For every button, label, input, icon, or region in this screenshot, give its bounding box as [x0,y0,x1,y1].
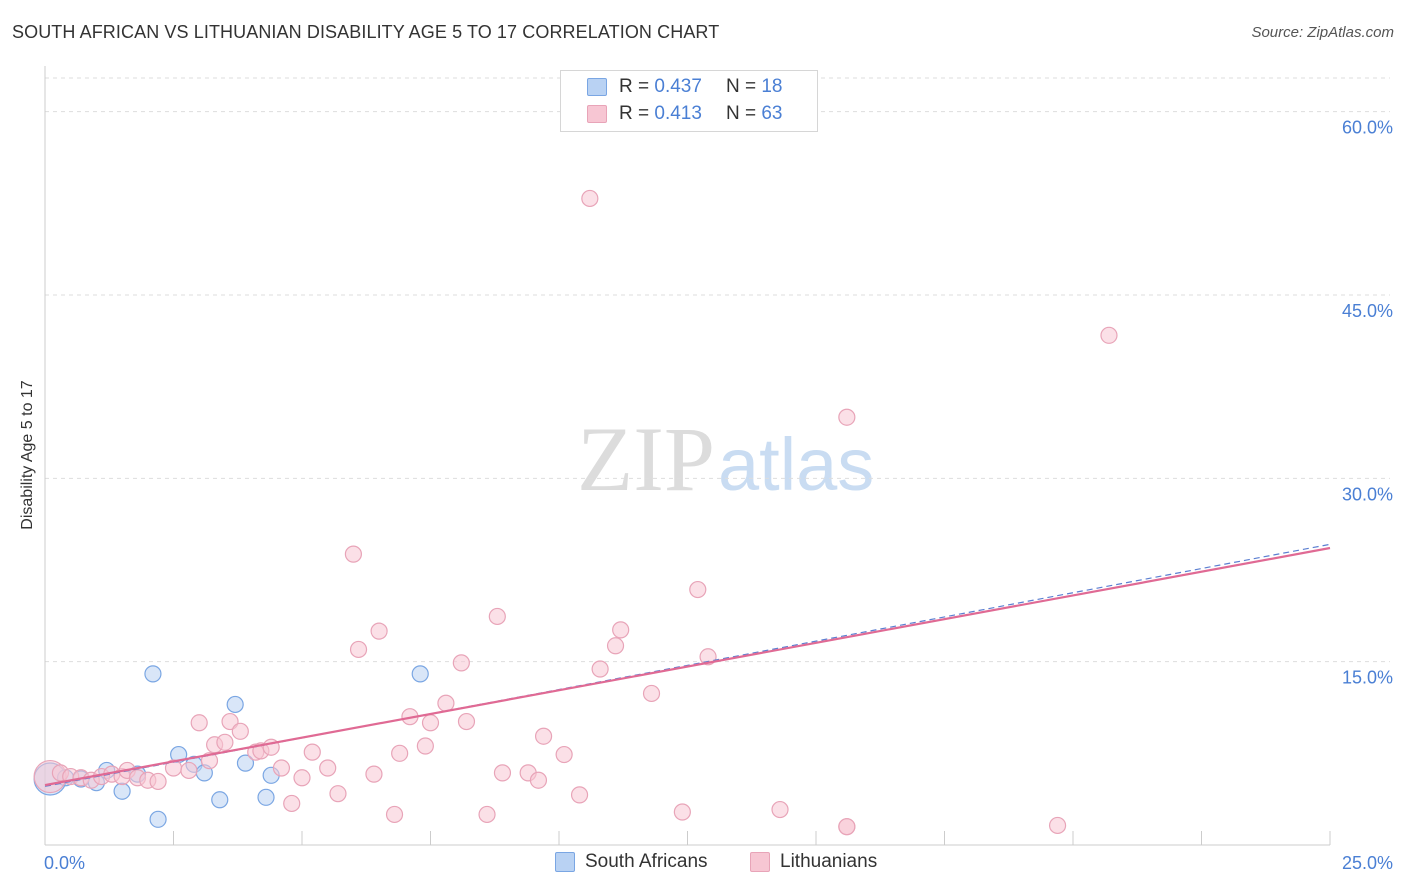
r-value: 0.437 [654,76,702,97]
lithuanian-point [689,580,707,599]
south-african-point [236,754,255,772]
lithuanian-point [534,727,553,745]
lithuanian-point [283,794,301,813]
south-african-point [149,810,167,828]
lithuanian-point [493,764,512,782]
lithuanian-point [555,745,573,764]
lithuanian-point [699,648,717,666]
lithuanian-point [478,805,496,824]
lithuanian-point [570,786,589,804]
lithuanian-point [838,408,856,426]
lithuanian-point [319,759,337,777]
lithuanian-trend-line [44,546,1331,787]
south-african-point [113,782,131,800]
chart-title: SOUTH AFRICAN VS LITHUANIAN DISABILITY A… [12,22,720,42]
lithuanian-point [606,637,625,655]
lithuanian-point [1048,816,1067,835]
lithuanian-point [416,737,434,755]
blue-swatch-icon [587,78,607,96]
lithuanian-point [452,654,470,672]
pink-swatch-icon [750,852,770,872]
y-tick-label: 45.0% [1342,301,1393,321]
legend-item-south-africans[interactable]: South Africans [555,851,708,873]
lithuanian-point [180,761,198,780]
n-label: N = [725,76,757,97]
lithuanian-point [437,694,455,712]
lithuanian-point [612,621,630,639]
legend-row-lithuanians: R = 0.413 N = 63 [587,102,782,126]
lithuanian-point [771,800,789,819]
series-legend: South Africans Lithuanians [0,851,1406,877]
x-tick-label: 0.0% [44,853,85,873]
r-label: R = [619,103,650,124]
lithuanian-point [272,759,291,777]
legend-label: South Africans [585,851,708,872]
source-label: Source: ZipAtlas.com [1251,24,1394,41]
lithuanian-point [591,660,609,678]
lithuanian-point [529,771,548,789]
y-tick-label: 30.0% [1342,484,1393,504]
pink-swatch-icon [587,105,607,123]
x-tick-label: 25.0% [1342,853,1393,873]
south-african-point [144,665,162,683]
lithuanian-point [190,714,208,732]
lithuanian-point [344,545,362,563]
south-african-point [411,665,429,683]
lithuanian-point [329,785,347,803]
lithuanian-point [370,622,388,640]
lithuanian-point [421,714,440,732]
watermark-zip: ZIP [577,408,715,510]
lithuanian-point [365,765,383,783]
y-tick-label: 60.0% [1342,118,1393,138]
south-african-trend-line [44,543,1331,787]
legend-item-lithuanians[interactable]: Lithuanians [750,851,877,873]
lithuanian-point [457,712,476,731]
lithuanian-point [293,769,311,787]
n-value: 63 [761,103,783,124]
south-african-point [257,788,275,806]
lithuanian-point [231,722,249,740]
lithuanian-point [581,189,599,208]
data-points [33,189,1118,836]
blue-swatch-icon [555,852,575,872]
trend-lines [44,543,1331,787]
lithuanian-point [488,607,506,626]
legend-label: Lithuanians [780,851,878,872]
n-value: 18 [761,76,783,97]
lithuanian-point [349,640,368,659]
lithuanian-point [385,805,404,824]
lithuanian-point [838,818,856,836]
lithuanian-point [673,803,691,821]
south-african-point [211,791,229,809]
legend-row-south-africans: R = 0.437 N = 18 [587,75,782,99]
lithuanian-point [149,772,167,791]
lithuanian-point [642,684,661,703]
south-african-point [226,695,244,714]
tick-labels: 15.0% 30.0% 45.0% 60.0% 0.0% 25.0% [44,118,1393,873]
axes [44,66,1331,846]
correlation-legend: R = 0.437 N = 18 R = 0.413 N = 63 [560,70,818,132]
lithuanian-point [216,733,234,751]
lithuanian-point [1100,326,1118,344]
r-value: 0.413 [654,103,702,124]
lithuanian-point [391,744,409,762]
n-label: N = [725,103,757,124]
r-label: R = [619,76,650,97]
lithuanian-point [303,743,321,761]
y-tick-label: 15.0% [1342,668,1393,688]
watermark-atlas: atlas [718,423,874,506]
